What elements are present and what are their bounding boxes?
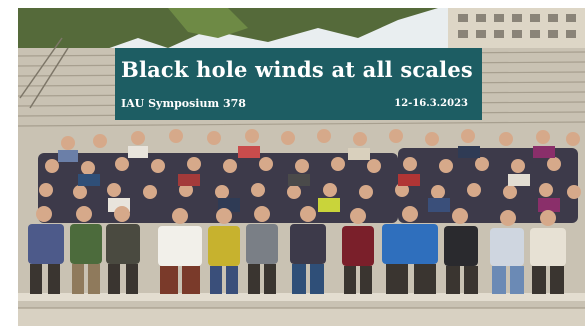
banner-title: Black hole winds at all scales [121, 57, 473, 82]
group-photo: Black hole winds at all scales IAU Sympo… [18, 8, 585, 326]
banner-date: 12-16.3.2023 [394, 98, 468, 109]
crowd-back-rows [38, 129, 581, 223]
symposium-banner: Black hole winds at all scales IAU Sympo… [115, 48, 482, 120]
crowd-front-row [28, 206, 566, 294]
banner-subtitle: IAU Symposium 378 [121, 97, 246, 110]
